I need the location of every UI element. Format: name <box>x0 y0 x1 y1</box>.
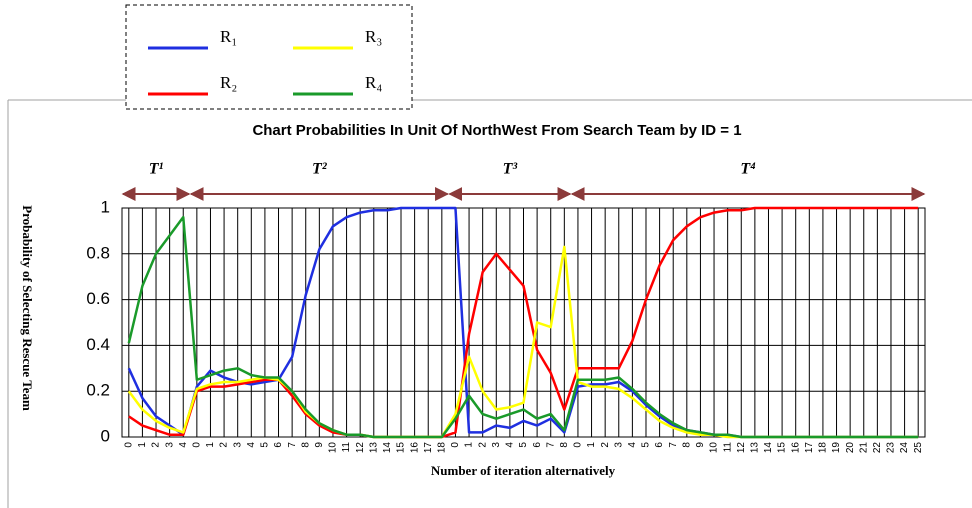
x-tick-label: 11 <box>722 442 733 453</box>
y-tick-label: 0.2 <box>86 381 110 400</box>
x-tick-label: 14 <box>382 442 393 454</box>
legend-label: R₃ <box>365 27 382 46</box>
x-tick-label: 7 <box>545 442 556 448</box>
x-tick-label: 11 <box>341 442 352 453</box>
x-tick-label: 14 <box>763 442 774 454</box>
x-tick-label: 2 <box>600 442 611 448</box>
series-line <box>128 206 919 439</box>
x-tick-label: 8 <box>681 442 692 448</box>
x-tick-label: 10 <box>709 442 720 454</box>
x-tick-label: 8 <box>300 442 311 448</box>
x-tick-label: 5 <box>518 442 529 448</box>
y-tick-label: 0.6 <box>86 289 110 308</box>
x-tick-label: 3 <box>164 442 175 448</box>
segment-label: T³ <box>503 161 518 178</box>
x-tick-label: 5 <box>260 442 271 448</box>
x-tick-label: 2 <box>477 442 488 448</box>
y-tick-label: 0 <box>101 426 110 445</box>
x-tick-label: 18 <box>436 442 447 454</box>
y-tick-label: 1 <box>101 197 110 216</box>
x-tick-label: 3 <box>491 442 502 448</box>
y-tick-label: 0.4 <box>86 335 110 354</box>
x-tick-label: 25 <box>913 442 924 454</box>
legend-box <box>125 4 413 110</box>
x-tick-label: 12 <box>736 442 747 454</box>
segment-label: T⁴ <box>740 161 756 178</box>
x-tick-label: 0 <box>123 442 134 448</box>
segment-label: T² <box>312 161 328 178</box>
x-tick-label: 0 <box>191 442 202 448</box>
x-tick-label: 3 <box>613 442 624 448</box>
segment-label: T¹ <box>149 161 164 178</box>
x-axis-label: Number of iteration alternatively <box>431 463 616 478</box>
x-tick-label: 12 <box>355 442 366 454</box>
x-tick-label: 17 <box>423 442 434 454</box>
x-tick-label: 2 <box>151 442 162 448</box>
x-tick-label: 18 <box>818 442 829 454</box>
x-tick-label: 17 <box>804 442 815 454</box>
x-tick-label: 6 <box>654 442 665 448</box>
x-tick-label: 10 <box>328 442 339 454</box>
x-tick-label: 2 <box>219 442 230 448</box>
x-tick-label: 0 <box>450 442 461 448</box>
chart-title: Chart Probabilities In Unit Of NorthWest… <box>252 122 741 139</box>
x-tick-label: 7 <box>668 442 679 448</box>
x-tick-label: 24 <box>899 442 910 454</box>
x-tick-label: 8 <box>559 442 570 448</box>
x-tick-label: 20 <box>845 442 856 454</box>
legend-label: R₄ <box>365 73 382 92</box>
x-tick-label: 6 <box>532 442 543 448</box>
plot-border <box>121 207 926 438</box>
x-tick-label: 4 <box>505 442 516 448</box>
x-tick-label: 15 <box>396 442 407 454</box>
x-tick-label: 1 <box>205 442 216 448</box>
x-tick-label: 16 <box>790 442 801 454</box>
x-tick-label: 1 <box>586 442 597 448</box>
x-tick-label: 9 <box>695 442 706 448</box>
x-tick-label: 22 <box>872 442 883 454</box>
x-tick-label: 21 <box>858 442 869 454</box>
x-tick-label: 3 <box>232 442 243 448</box>
y-tick-label: 0.8 <box>86 243 110 262</box>
x-tick-label: 1 <box>464 442 475 448</box>
legend-label: R₁ <box>220 27 237 46</box>
x-tick-label: 13 <box>368 442 379 454</box>
x-tick-label: 5 <box>641 442 652 448</box>
x-tick-label: 4 <box>627 442 638 448</box>
x-tick-label: 4 <box>246 442 257 448</box>
x-tick-label: 15 <box>777 442 788 454</box>
x-tick-label: 13 <box>750 442 761 454</box>
x-tick-label: 23 <box>886 442 897 454</box>
x-tick-label: 19 <box>831 442 842 454</box>
x-tick-label: 7 <box>287 442 298 448</box>
x-tick-label: 4 <box>178 442 189 448</box>
x-tick-label: 6 <box>273 442 284 448</box>
y-axis-label: Probability of Selecting Rescue Team <box>20 205 35 411</box>
series-line <box>127 215 919 439</box>
legend-label: R₂ <box>220 73 237 92</box>
x-tick-label: 16 <box>409 442 420 454</box>
x-tick-label: 9 <box>314 442 325 448</box>
x-tick-label: 0 <box>573 442 584 448</box>
x-tick-label: 1 <box>137 442 148 448</box>
